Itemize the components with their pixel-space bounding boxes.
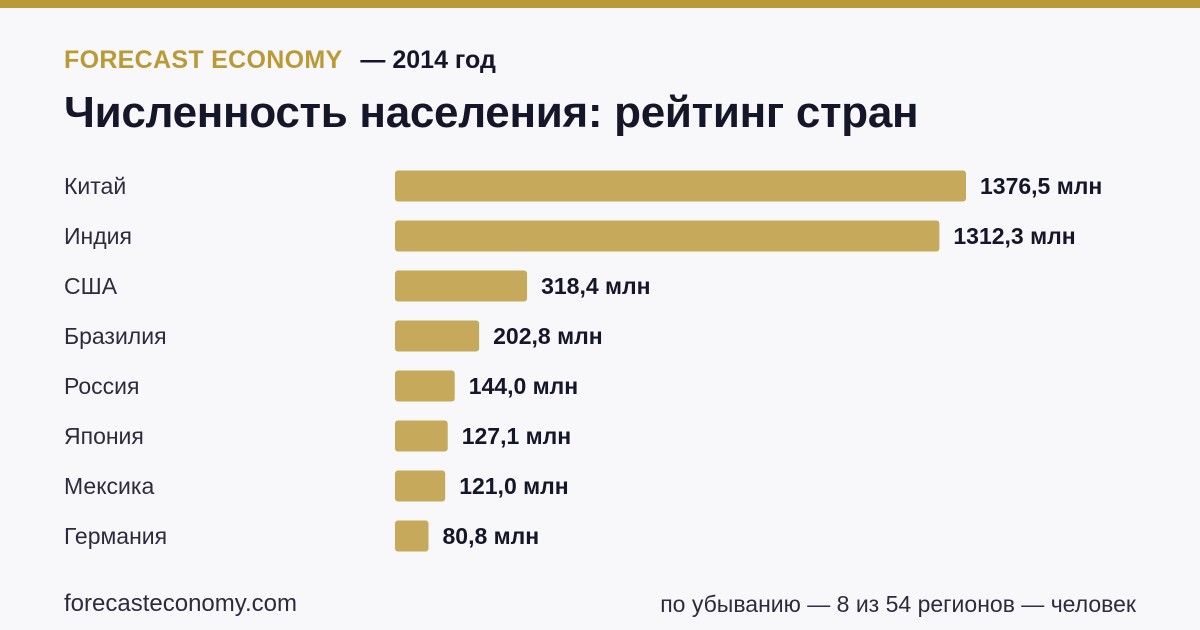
bar xyxy=(395,170,966,202)
bar xyxy=(395,420,448,452)
bar xyxy=(395,370,455,402)
value-label: 202,8 млн xyxy=(493,323,602,349)
page-title: Численность населения: рейтинг стран xyxy=(64,88,919,137)
value-label: 1312,3 млн xyxy=(953,223,1075,249)
header-brand-row: FORECAST ECONOMY — 2014 год xyxy=(64,46,496,75)
value-label: 121,0 млн xyxy=(459,473,568,499)
period-label: — 2014 год xyxy=(360,46,496,74)
bar xyxy=(395,270,528,302)
bar-chart: Китай 1376,5 млн Индия 1312,3 млн США 318,4 м… xyxy=(64,170,1102,552)
category-label: Китай xyxy=(64,173,126,199)
top-accent-bar xyxy=(0,0,1200,8)
value-label: 1376,5 млн xyxy=(980,173,1102,199)
category-label: Индия xyxy=(64,223,132,249)
category-label: Япония xyxy=(64,423,144,449)
bar xyxy=(395,320,480,352)
category-label: Мексика xyxy=(64,473,154,499)
footer-site[interactable]: forecasteconomy.com xyxy=(64,590,297,617)
bar xyxy=(395,220,940,252)
category-label: Германия xyxy=(64,523,167,549)
category-label: Бразилия xyxy=(64,323,167,349)
bar xyxy=(395,470,446,502)
footer-note: по убыванию — 8 из 54 регионов — человек xyxy=(660,591,1136,617)
category-label: США xyxy=(64,273,118,299)
value-label: 318,4 млн xyxy=(541,273,650,299)
value-label: 144,0 млн xyxy=(469,373,578,399)
brand-name: FORECAST ECONOMY xyxy=(64,46,343,74)
bar xyxy=(395,520,429,552)
value-label: 127,1 млн xyxy=(462,423,571,449)
value-label: 80,8 млн xyxy=(443,523,540,549)
category-label: Россия xyxy=(64,373,139,399)
